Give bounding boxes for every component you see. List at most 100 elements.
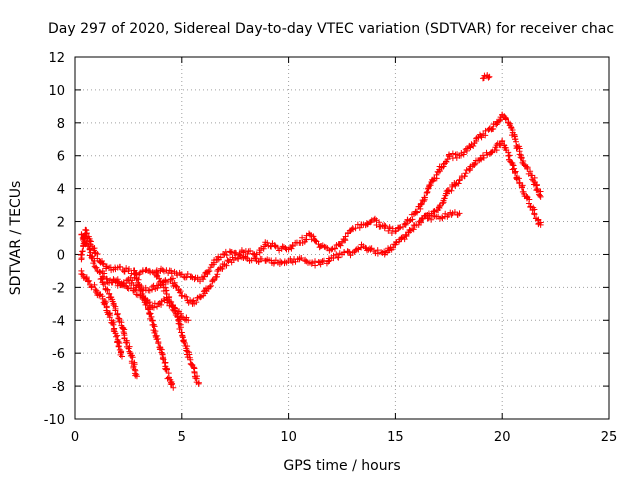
y-tick-label: -2 xyxy=(52,281,65,296)
data-point xyxy=(414,209,421,216)
data-point xyxy=(478,134,485,141)
data-point xyxy=(99,260,106,267)
data-point xyxy=(92,286,99,293)
data-point xyxy=(115,278,122,285)
data-point xyxy=(78,252,85,259)
data-point xyxy=(117,349,124,356)
data-point xyxy=(481,72,488,79)
data-point xyxy=(335,254,342,261)
data-point xyxy=(518,184,525,191)
data-point xyxy=(201,273,208,280)
data-point xyxy=(215,253,222,260)
data-point xyxy=(181,293,188,300)
data-point xyxy=(98,275,105,282)
series-isolated xyxy=(479,72,493,82)
data-point xyxy=(178,329,185,336)
data-point xyxy=(169,275,176,282)
data-point xyxy=(208,282,215,289)
data-point xyxy=(264,239,271,246)
y-tick-label: -6 xyxy=(52,347,65,362)
data-point xyxy=(177,288,184,295)
data-point xyxy=(79,248,86,255)
data-point xyxy=(93,287,100,294)
data-point xyxy=(278,259,285,266)
data-point xyxy=(116,263,123,270)
data-point xyxy=(426,183,433,190)
data-point xyxy=(172,305,179,312)
data-point xyxy=(233,250,240,257)
data-point xyxy=(531,211,538,218)
data-point xyxy=(328,246,335,253)
data-point xyxy=(436,204,443,211)
data-point xyxy=(183,293,190,300)
data-point xyxy=(320,257,327,264)
data-point xyxy=(299,234,306,241)
data-point xyxy=(511,165,518,172)
data-point xyxy=(289,259,296,266)
data-point xyxy=(480,154,487,161)
data-point xyxy=(150,304,157,311)
y-tick-label: -8 xyxy=(52,380,65,395)
data-point xyxy=(148,317,155,324)
data-point xyxy=(187,361,194,368)
y-axis-label: SDTVAR / TECUs xyxy=(8,181,24,296)
data-point xyxy=(110,321,117,328)
series-late-branch xyxy=(424,209,463,223)
data-point xyxy=(232,254,239,261)
data-point xyxy=(482,127,489,134)
data-point xyxy=(534,187,541,194)
data-point xyxy=(168,381,175,388)
data-points xyxy=(78,72,544,391)
grid-lines xyxy=(75,57,609,419)
data-point xyxy=(416,218,423,225)
data-point xyxy=(114,311,121,318)
data-point xyxy=(188,273,195,280)
data-point xyxy=(485,74,492,81)
y-tick-label: -4 xyxy=(52,314,65,329)
data-point xyxy=(403,233,410,240)
data-point xyxy=(79,235,86,242)
data-point xyxy=(97,276,104,283)
data-point xyxy=(103,304,110,311)
data-point xyxy=(421,194,428,201)
data-point xyxy=(451,209,458,216)
data-point xyxy=(177,324,184,331)
data-point xyxy=(206,283,213,290)
x-tick-label: 15 xyxy=(387,430,404,445)
data-point xyxy=(145,306,152,313)
data-point xyxy=(403,220,410,227)
data-point xyxy=(348,226,355,233)
data-point xyxy=(367,246,374,253)
data-point xyxy=(507,120,514,127)
data-point xyxy=(149,283,156,290)
data-point xyxy=(537,188,544,195)
data-point xyxy=(164,375,171,382)
data-point xyxy=(486,73,493,80)
data-point xyxy=(309,259,316,266)
series-descent-4 xyxy=(153,271,202,387)
data-point xyxy=(262,257,269,264)
data-point xyxy=(179,333,186,340)
series-descent-3 xyxy=(131,271,177,391)
data-point xyxy=(496,117,503,124)
data-point xyxy=(147,310,154,317)
data-point xyxy=(193,299,200,306)
data-point xyxy=(102,299,109,306)
data-point xyxy=(159,281,166,288)
data-point xyxy=(516,179,523,186)
data-point xyxy=(537,193,544,200)
data-point xyxy=(138,287,145,294)
data-point xyxy=(289,243,296,250)
data-point xyxy=(180,338,187,345)
data-point xyxy=(91,257,98,264)
data-point xyxy=(155,300,162,307)
data-point xyxy=(381,248,388,255)
data-point xyxy=(184,270,191,277)
series-main-upper xyxy=(78,111,544,285)
x-tick-label: 0 xyxy=(71,430,79,445)
data-point xyxy=(163,366,170,373)
data-point xyxy=(401,221,408,228)
data-point xyxy=(86,237,93,244)
data-point xyxy=(143,300,150,307)
